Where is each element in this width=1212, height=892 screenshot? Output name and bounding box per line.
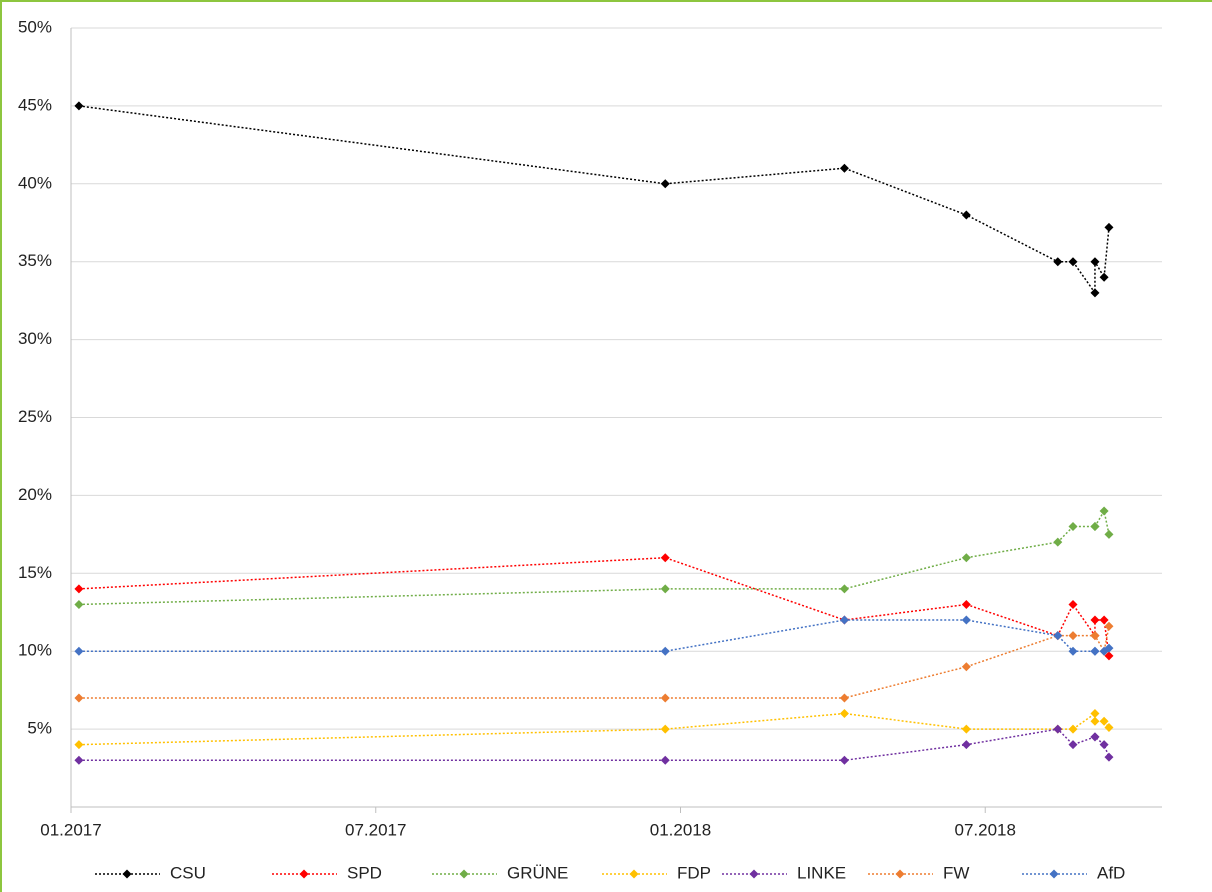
marker (660, 724, 670, 734)
series-line (78, 626, 1110, 699)
marker (1053, 257, 1063, 267)
marker (74, 693, 84, 703)
marker (1068, 257, 1078, 267)
marker (660, 553, 670, 563)
marker (1068, 631, 1078, 641)
marker (1104, 621, 1114, 631)
y-tick-label: 45% (18, 95, 52, 114)
series-line (78, 712, 1110, 746)
legend-label: FDP (677, 863, 711, 882)
marker (660, 755, 670, 765)
marker (1104, 752, 1114, 762)
y-tick-label: 35% (18, 251, 52, 270)
marker (1090, 288, 1100, 298)
marker (1090, 522, 1100, 532)
y-tick-label: 20% (18, 485, 52, 504)
legend-marker (459, 869, 469, 879)
y-tick-label: 40% (18, 173, 52, 192)
marker (1099, 272, 1109, 282)
legend-label: AfD (1097, 863, 1125, 882)
marker (1104, 643, 1114, 653)
marker (660, 646, 670, 656)
marker (961, 662, 971, 672)
marker (1090, 732, 1100, 742)
marker (961, 599, 971, 609)
marker (74, 584, 84, 594)
marker (1099, 615, 1109, 625)
legend-marker (749, 869, 759, 879)
marker (1068, 740, 1078, 750)
y-tick-label: 50% (18, 17, 52, 36)
marker (1104, 222, 1114, 232)
marker (660, 179, 670, 189)
x-tick-label: 01.2017 (40, 820, 101, 839)
marker (1099, 716, 1109, 726)
marker (1053, 631, 1063, 641)
marker (961, 615, 971, 625)
y-tick-label: 30% (18, 329, 52, 348)
x-tick-label: 01.2018 (650, 820, 711, 839)
y-tick-label: 10% (18, 641, 52, 660)
x-tick-label: 07.2017 (345, 820, 406, 839)
x-tick-label: 07.2018 (955, 820, 1016, 839)
legend-label: LINKE (797, 863, 846, 882)
marker (1099, 740, 1109, 750)
legend-label: FW (943, 863, 969, 882)
legend-marker (895, 869, 905, 879)
marker (1104, 651, 1114, 661)
marker (839, 693, 849, 703)
marker (1099, 506, 1109, 516)
y-tick-label: 15% (18, 563, 52, 582)
marker (74, 599, 84, 609)
marker (74, 755, 84, 765)
marker (839, 755, 849, 765)
marker (1090, 646, 1100, 656)
marker (961, 210, 971, 220)
marker (839, 615, 849, 625)
series-line (78, 105, 1110, 296)
series-line (78, 508, 1110, 606)
y-tick-label: 25% (18, 407, 52, 426)
marker (1068, 599, 1078, 609)
marker (1053, 724, 1063, 734)
marker (1090, 631, 1100, 641)
marker (1090, 709, 1100, 719)
legend-marker (1049, 869, 1059, 879)
marker (1068, 646, 1078, 656)
legend-marker (122, 869, 132, 879)
marker (1068, 724, 1078, 734)
series-line (78, 619, 1110, 652)
marker (74, 740, 84, 750)
marker (1053, 537, 1063, 547)
marker (839, 163, 849, 173)
legend-marker (299, 869, 309, 879)
marker (1104, 529, 1114, 539)
marker (839, 709, 849, 719)
marker (961, 724, 971, 734)
series-line (78, 556, 1110, 656)
y-tick-label: 5% (27, 719, 52, 738)
marker (74, 646, 84, 656)
legend-label: SPD (347, 863, 382, 882)
legend-label: CSU (170, 863, 206, 882)
marker (660, 584, 670, 594)
marker (660, 693, 670, 703)
legend-marker (629, 869, 639, 879)
marker (1090, 615, 1100, 625)
marker (961, 553, 971, 563)
marker (74, 101, 84, 111)
marker (1090, 257, 1100, 267)
legend-label: GRÜNE (507, 863, 568, 882)
marker (1068, 522, 1078, 532)
marker (839, 584, 849, 594)
marker (961, 740, 971, 750)
marker (1090, 716, 1100, 726)
series-line (78, 728, 1110, 762)
marker (1104, 723, 1114, 733)
